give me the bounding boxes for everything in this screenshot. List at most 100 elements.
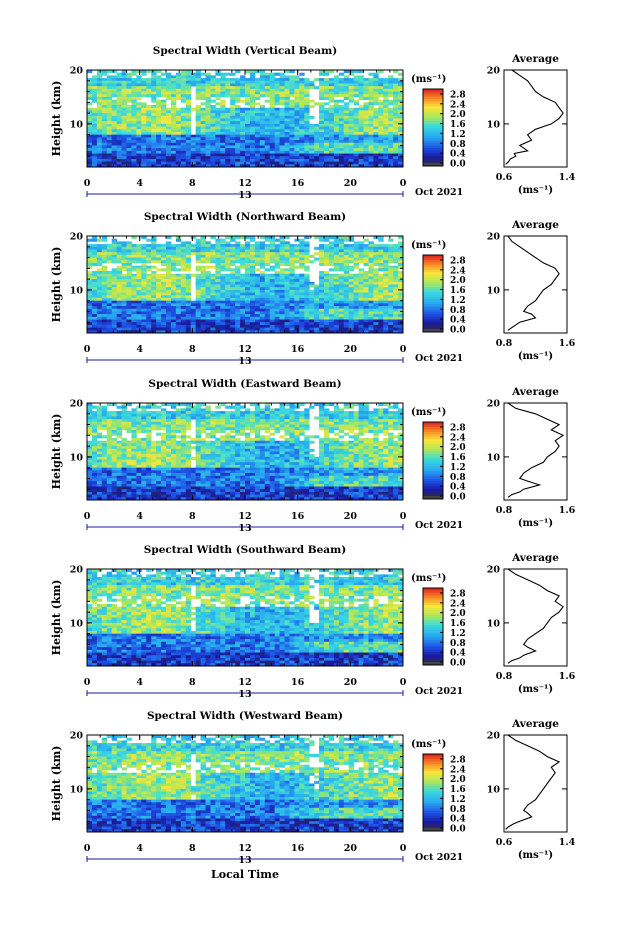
y-tick-label: 20 (70, 66, 84, 77)
average-y-tick-label: 20 (487, 399, 501, 410)
date-label: 13 (238, 523, 251, 534)
date-label: 13 (238, 190, 251, 201)
colorbar-tick-label: 2.0 (450, 110, 466, 120)
average-frame (503, 402, 568, 501)
y-tick-label: 20 (70, 565, 84, 576)
colorbar-tick-label: 1.6 (450, 120, 466, 130)
colorbar-tick-label: 1.6 (450, 785, 466, 795)
y-tick-label: 10 (70, 119, 84, 130)
average-frame (503, 734, 568, 833)
average-x-tick-label: 1.4 (559, 172, 576, 183)
colorbar-tick-label: 2.8 (450, 589, 466, 599)
panel-title: Spectral Width (Southward Beam) (144, 544, 346, 556)
average-x-label: (ms⁻¹) (518, 518, 553, 529)
colorbar-frame (422, 88, 444, 167)
colorbar-tick-label: 0.0 (450, 825, 466, 835)
average-y-tick-label: 10 (487, 119, 501, 130)
x-tick-label: 8 (189, 677, 196, 688)
x-tick-label: 4 (136, 677, 143, 688)
y-axis-label: Height (km) (50, 247, 63, 323)
x-tick-label: 0 (84, 344, 91, 355)
x-tick-label: 12 (238, 511, 251, 522)
average-profile-line (507, 568, 564, 664)
average-y-tick-label: 10 (487, 452, 501, 463)
colorbar-tick-label: 0.4 (450, 815, 466, 825)
average-y-tick-label: 20 (487, 731, 501, 742)
colorbar-floor (423, 329, 443, 332)
x-tick-label: 0 (84, 677, 91, 688)
average-y-tick-label: 20 (487, 66, 501, 77)
colorbar-frame (422, 421, 444, 500)
colorbar-tick-label: 0.8 (450, 639, 466, 649)
month-label: Oct 2021 (415, 520, 463, 531)
colorbar-tick-label: 1.2 (450, 130, 466, 140)
average-profile-line (505, 69, 564, 165)
average-title: Average (511, 718, 559, 730)
x-tick-label: 20 (344, 511, 358, 522)
average-x-tick-label: 0.8 (496, 338, 513, 349)
x-tick-label: 20 (344, 344, 358, 355)
average-y-tick-label: 10 (487, 285, 501, 296)
average-x-label: (ms⁻¹) (518, 850, 553, 861)
colorbar-tick-label: 0.0 (450, 326, 466, 336)
x-axis-label: Local Time (211, 868, 279, 881)
colorbar-tick-label: 0.8 (450, 306, 466, 316)
x-tick-label: 8 (189, 843, 196, 854)
colorbar (423, 422, 443, 497)
x-tick-label: 12 (238, 843, 251, 854)
average-y-tick-label: 20 (487, 232, 501, 243)
colorbar-tick-label: 1.2 (450, 629, 466, 639)
x-tick-label: 4 (136, 843, 143, 854)
month-label: Oct 2021 (415, 852, 463, 863)
average-x-tick-label: 1.6 (559, 338, 576, 349)
x-tick-label: 0 (400, 178, 407, 189)
colorbar-tick-label: 2.0 (450, 443, 466, 453)
colorbar-unit: (ms⁻¹) (411, 739, 446, 750)
average-x-label: (ms⁻¹) (518, 684, 553, 695)
x-tick-label: 20 (344, 677, 358, 688)
x-tick-label: 16 (291, 511, 305, 522)
heatmap-cells (87, 403, 404, 501)
colorbar-tick-label: 0.0 (450, 160, 466, 170)
x-tick-label: 16 (291, 677, 305, 688)
colorbar-unit: (ms⁻¹) (411, 74, 446, 85)
panel-title: Spectral Width (Westward Beam) (147, 710, 343, 722)
date-label: 13 (238, 855, 251, 866)
panel-title: Spectral Width (Eastward Beam) (148, 378, 341, 390)
average-frame (503, 235, 568, 334)
x-tick-label: 12 (238, 178, 251, 189)
colorbar-unit: (ms⁻¹) (411, 407, 446, 418)
colorbar-tick-label: 0.4 (450, 316, 466, 326)
average-x-tick-label: 0.6 (496, 172, 513, 183)
colorbar-unit: (ms⁻¹) (411, 573, 446, 584)
date-label: 13 (238, 689, 251, 700)
heatmap-cells (87, 735, 404, 833)
average-x-tick-label: 1.6 (559, 505, 576, 516)
average-profile-line (505, 734, 561, 830)
colorbar-tick-label: 2.4 (450, 100, 466, 110)
x-tick-label: 4 (136, 344, 143, 355)
colorbar-tick-label: 0.4 (450, 483, 466, 493)
colorbar-tick-label: 0.8 (450, 140, 466, 150)
average-x-tick-label: 1.6 (559, 671, 576, 682)
average-title: Average (511, 53, 559, 65)
x-tick-label: 0 (84, 843, 91, 854)
colorbar-tick-label: 2.4 (450, 765, 466, 775)
x-tick-label: 0 (84, 511, 91, 522)
x-tick-label: 16 (291, 178, 305, 189)
y-tick-label: 20 (70, 232, 84, 243)
y-tick-label: 10 (70, 285, 84, 296)
x-tick-label: 0 (400, 843, 407, 854)
average-y-tick-label: 20 (487, 565, 501, 576)
colorbar-frame (422, 587, 444, 666)
x-tick-label: 16 (291, 843, 305, 854)
x-tick-label: 0 (400, 344, 407, 355)
average-x-tick-label: 0.6 (496, 837, 513, 848)
x-tick-label: 8 (189, 511, 196, 522)
colorbar-tick-label: 2.8 (450, 423, 466, 433)
average-x-tick-label: 1.4 (559, 837, 576, 848)
y-axis-label: Height (km) (50, 746, 63, 822)
heatmap-cells (87, 236, 404, 334)
heatmap-cells (87, 569, 404, 667)
x-tick-label: 4 (136, 178, 143, 189)
